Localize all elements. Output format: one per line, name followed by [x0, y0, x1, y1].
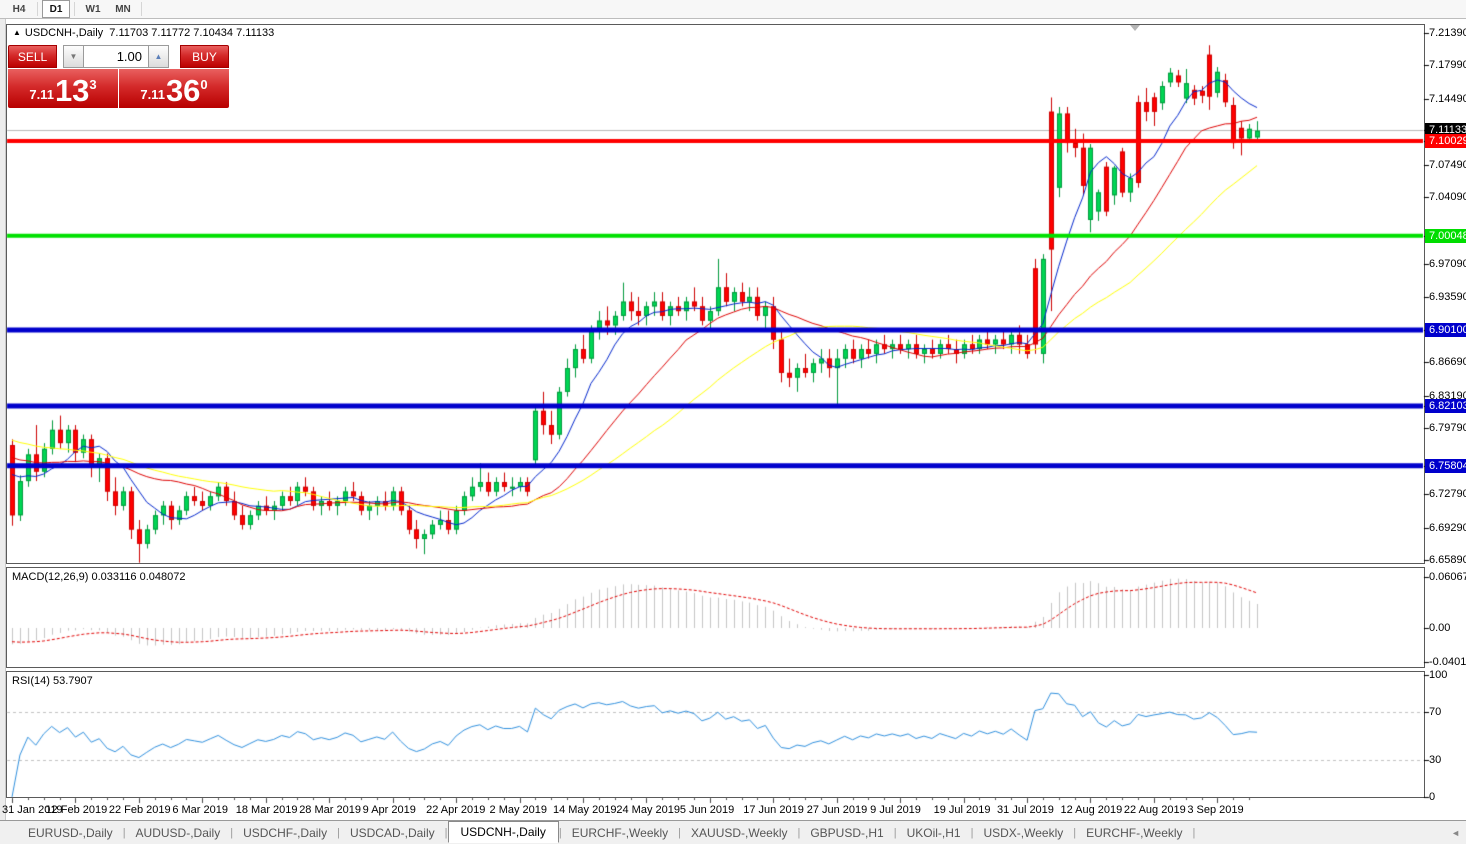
- macd-axis-label: 0.00: [1429, 622, 1451, 634]
- tab-separator: |: [337, 826, 340, 839]
- chart-tab-gbpusd-h1[interactable]: GBPUSD-,H1: [810, 825, 884, 840]
- bid-price-big: 13: [54, 73, 90, 108]
- date-tick-label: 18 Mar 2019: [235, 804, 298, 816]
- price-tick-label: 7.04090: [1429, 191, 1466, 204]
- ask-price-prefix: 7.11: [140, 87, 165, 102]
- ask-price-pip: 0: [200, 77, 208, 92]
- date-tick-label: 24 May 2019: [616, 804, 680, 816]
- date-tick-label: 9 Jul 2019: [870, 804, 921, 816]
- date-tick-label: 31 Jul 2019: [997, 804, 1054, 816]
- tab-scroll-left-icon[interactable]: ◄: [1451, 827, 1460, 838]
- autoscroll-marker-icon[interactable]: [1130, 25, 1140, 31]
- chart-tab-bar: EURUSD-,Daily | AUDUSD-,Daily | USDCHF-,Dail…: [0, 820, 1466, 844]
- tab-separator: |: [1073, 826, 1077, 839]
- rsi-axis-label: 70: [1429, 705, 1442, 718]
- sell-price-button[interactable]: 7.11 13 3: [8, 69, 118, 108]
- price-tick-label: 6.65890: [1429, 554, 1466, 566]
- volume-increase-button[interactable]: ▲: [148, 45, 169, 68]
- price-tick-label: 7.17990: [1429, 59, 1466, 72]
- price-tick-label: 6.86690: [1429, 356, 1466, 369]
- price-tick-label: 6.93590: [1429, 290, 1466, 303]
- volume-input[interactable]: [84, 45, 148, 68]
- chart-canvas[interactable]: [0, 0, 1466, 820]
- chart-tab-usdcad-daily[interactable]: USDCAD-,Daily: [349, 825, 435, 840]
- tab-separator: |: [678, 826, 682, 839]
- price-tick-label: 6.79790: [1429, 422, 1466, 434]
- buy-button[interactable]: BUY: [180, 45, 229, 68]
- tab-separator: |: [893, 826, 897, 839]
- chart-tab-xauusd-weekly[interactable]: XAUUSD-,Weekly: [691, 825, 788, 840]
- price-tick-label: 6.97090: [1429, 257, 1466, 270]
- date-tick-label: 12 Feb 2019: [45, 804, 108, 816]
- date-tick-label: 31 Jan 2019: [2, 804, 63, 816]
- volume-decrease-button[interactable]: ▼: [63, 45, 84, 68]
- chart-tab-audusd-daily[interactable]: AUDUSD-,Daily: [135, 825, 221, 840]
- date-tick-label: 2 May 2019: [489, 804, 547, 816]
- tab-separator: |: [558, 826, 562, 839]
- price-tick-label: 6.83190: [1429, 389, 1466, 402]
- price-tick-label: 7.14490: [1429, 92, 1466, 105]
- chart-tab-ukoil-h1[interactable]: UKOil-,H1: [906, 825, 961, 840]
- date-tick-label: 3 Sep 2019: [1187, 804, 1244, 816]
- tab-separator: |: [122, 826, 126, 839]
- collapse-arrow-icon[interactable]: ▲: [13, 28, 21, 37]
- symbol-period-label: USDCNH-,Daily: [24, 27, 104, 39]
- one-click-trade-panel: SELL ▼ ▲ BUY 7.11 13 3 7.11 36 0: [8, 45, 229, 108]
- macd-axis-label: -0.040152: [1429, 655, 1466, 668]
- rsi-axis-label: 100: [1429, 669, 1448, 681]
- date-tick-label: 5 Jun 2019: [679, 804, 735, 816]
- chart-tab-usdcnh-daily[interactable]: USDCNH-,Daily: [447, 820, 559, 843]
- chart-tab-eurchf-weekly[interactable]: EURCHF-,Weekly: [571, 825, 669, 840]
- date-tick-label: 28 Mar 2019: [299, 804, 361, 816]
- rsi-axis-label: 30: [1429, 754, 1442, 767]
- macd-label: MACD(12,26,9) 0.033116 0.048072: [12, 571, 186, 583]
- price-tick-label: 7.07490: [1429, 158, 1466, 171]
- date-tick-label: 12 Aug 2019: [1060, 804, 1123, 816]
- price-tick-label: 6.72790: [1429, 488, 1466, 501]
- price-tick-label: 6.69290: [1429, 521, 1466, 534]
- bid-price-prefix: 7.11: [29, 87, 54, 102]
- macd-axis-label: 0.060674: [1429, 571, 1466, 584]
- date-tick-label: 17 Jun 2019: [743, 804, 804, 816]
- date-tick-label: 6 Mar 2019: [172, 804, 228, 816]
- chart-title: ▲ USDCNH-,Daily 7.11703 7.11772 7.10434 7…: [13, 27, 274, 39]
- tab-separator: |: [444, 826, 448, 839]
- rsi-axis-label: 0: [1429, 791, 1436, 803]
- hline-badge[interactable]: 7.00048: [1425, 228, 1466, 243]
- chart-tab-eurusd-daily[interactable]: EURUSD-,Daily: [28, 825, 113, 840]
- hline-badge[interactable]: 7.10029: [1425, 133, 1466, 148]
- date-tick-label: 14 May 2019: [552, 804, 617, 816]
- date-tick-label: 22 Feb 2019: [108, 804, 171, 816]
- date-tick-label: 27 Jun 2019: [806, 804, 868, 816]
- chart-tab-usdx-weekly[interactable]: USDX-,Weekly: [983, 825, 1064, 840]
- ask-price-big: 36: [165, 73, 201, 108]
- hline-badge[interactable]: 6.82103: [1425, 399, 1466, 414]
- rsi-label: RSI(14) 53.7907: [12, 675, 93, 687]
- date-tick-label: 9 Apr 2019: [362, 804, 416, 816]
- sell-button[interactable]: SELL: [8, 45, 57, 68]
- date-tick-label: 22 Apr 2019: [426, 804, 486, 816]
- chevron-down-icon: ▼: [69, 52, 78, 61]
- hline-badge[interactable]: 6.90100: [1425, 323, 1466, 338]
- date-tick-label: 19 Jul 2019: [933, 804, 991, 816]
- chevron-up-icon: ▲: [154, 52, 163, 61]
- tab-separator: |: [1192, 826, 1196, 839]
- ohlc-values: 7.11703 7.11772 7.10434 7.11133: [109, 27, 275, 39]
- tab-separator: |: [797, 826, 801, 839]
- hline-badge[interactable]: 6.75804: [1425, 458, 1466, 473]
- bid-price-pip: 3: [89, 77, 97, 92]
- tab-separator: |: [970, 826, 974, 839]
- chart-tab-usdchf-daily[interactable]: USDCHF-,Daily: [243, 825, 328, 840]
- date-tick-label: 22 Aug 2019: [1123, 804, 1186, 816]
- chart-tab-eurchf-weekly[interactable]: EURCHF-,Weekly: [1086, 825, 1183, 840]
- buy-price-button[interactable]: 7.11 36 0: [119, 69, 229, 108]
- tab-separator: |: [230, 826, 234, 839]
- price-tick-label: 7.21390: [1429, 27, 1466, 39]
